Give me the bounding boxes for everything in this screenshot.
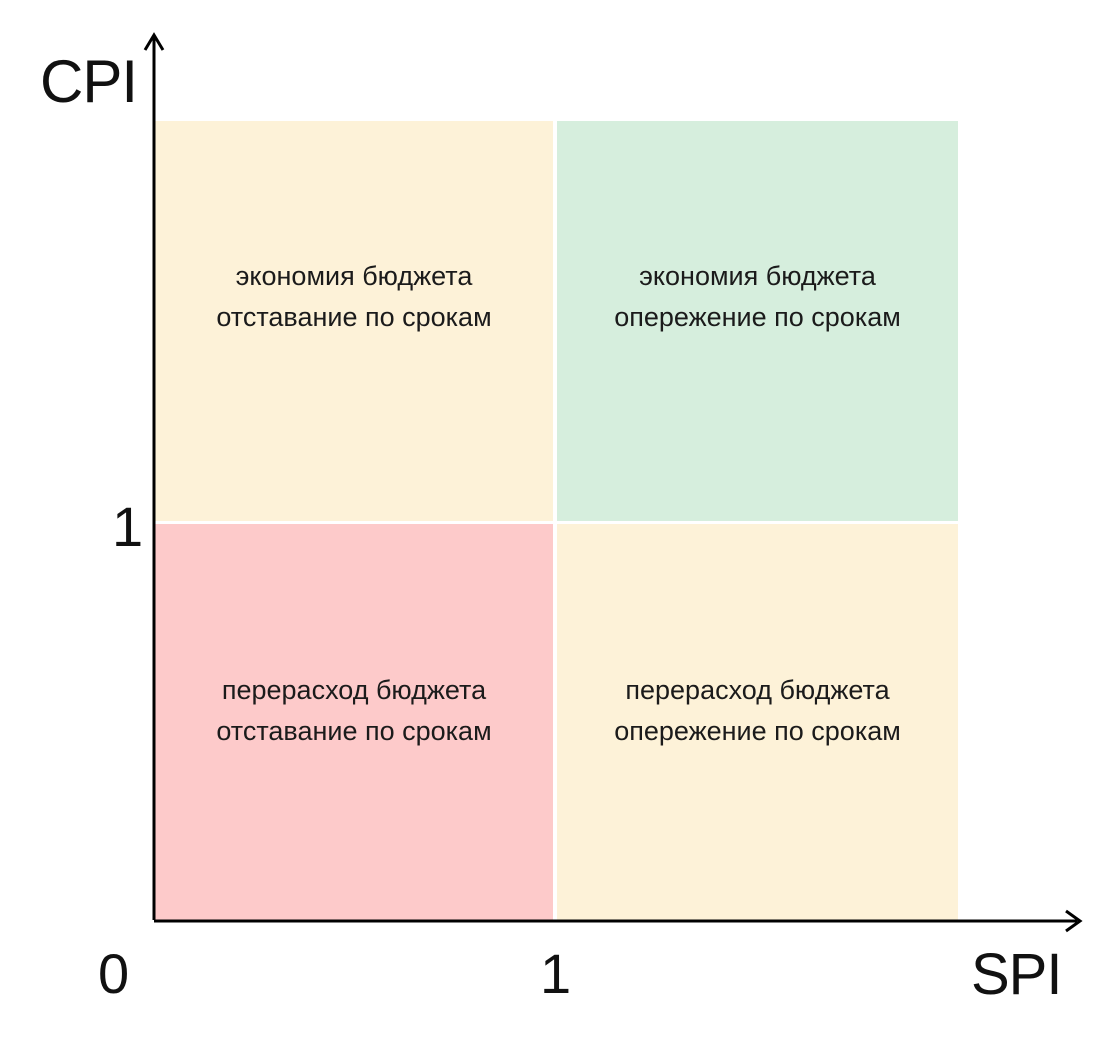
quadrant-label-line1: перерасход бюджета [625,675,890,705]
quadrant-label-line2: опережение по срокам [614,716,901,746]
quadrant-label: экономия бюджета отставание по срокам [216,256,491,338]
quadrant-label-line2: опережение по срокам [614,302,901,332]
quadrant-budget-overrun-ahead-of-schedule: перерасход бюджета опережение по срокам [557,524,958,922]
x-axis-title: SPI [971,942,1062,1007]
quadrant-budget-savings-behind-schedule: экономия бюджета отставание по срокам [155,121,553,521]
quadrant-label-line1: экономия бюджета [639,261,876,291]
quadrant-budget-overrun-behind-schedule: перерасход бюджета отставание по срокам [155,524,553,922]
origin-label: 0 [98,942,130,1005]
quadrant-label: перерасход бюджета отставание по срокам [216,670,491,752]
quadrant-label-line2: отставание по срокам [216,302,492,332]
y-axis-title: CPI [40,48,138,115]
quadrant-label: перерасход бюджета опережение по срокам [614,670,901,752]
y-axis-arrowhead [143,32,165,51]
x-axis-arrowhead [1065,909,1083,933]
y-tick-label: 1 [112,495,144,558]
quadrant-label-line1: перерасход бюджета [221,675,487,705]
quadrant-label-line2: отставание по срокам [216,716,492,746]
quadrant-label: экономия бюджета опережение по срокам [614,256,901,338]
quadrant-label-line1: экономия бюджета [235,261,473,291]
quadrant-budget-savings-ahead-of-schedule: экономия бюджета опережение по срокам [557,121,958,521]
x-tick-label: 1 [540,942,572,1005]
